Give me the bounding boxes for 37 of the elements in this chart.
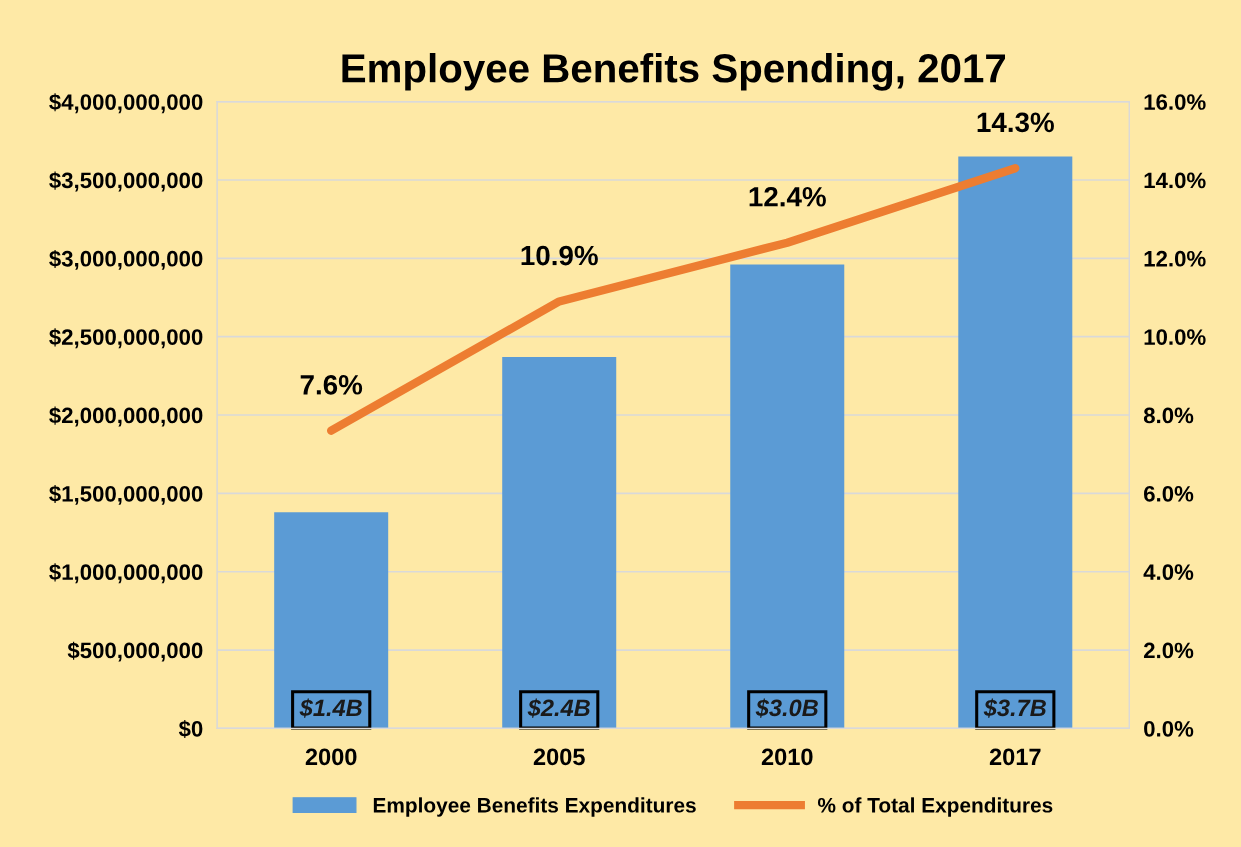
bar [730,264,845,729]
bar [274,512,389,729]
y2-tick-label: 14.0% [1144,172,1206,189]
y-tick-label: $1,000,000,000 [49,563,203,584]
y2-tick-label: 16.0% [1144,94,1206,110]
y2-tick-label: 0.0% [1144,720,1194,737]
y-tick-label: $0 [178,719,203,739]
y2-tick-label: 4.0% [1143,564,1194,580]
y2-tick-label: 6.0% [1144,485,1194,502]
legend-label: % of Total Expenditures [817,797,1053,817]
legend-label: Employee Benefits Expenditures [373,797,696,817]
y-tick-label: $1,500,000,000 [49,484,203,505]
y-tick-label: $500,000,000 [67,641,203,662]
data-label: $1.4B [299,698,362,718]
bar [502,357,617,729]
chart-title: Employee Benefits Spending, 2017 [342,53,1006,91]
data-label: 14.3% [977,112,1054,133]
y2-tick-label: 8.0% [1143,407,1194,424]
x-tick-label: 2000 [305,748,357,766]
data-label: $3.0B [755,698,818,718]
data-label: 12.4% [749,186,826,207]
x-tick-label: 2005 [533,748,585,766]
y-tick-label: $2,000,000,000 [49,406,203,427]
y-tick-label: $2,500,000,000 [49,328,203,349]
data-label: 7.6% [300,374,363,395]
x-tick-label: 2017 [989,748,1041,766]
y2-tick-label: 12.0% [1144,250,1206,267]
x-tick-label: 2010 [761,748,813,766]
y-tick-label: $3,500,000,000 [49,171,203,192]
y-tick-label: $3,000,000,000 [49,249,203,270]
data-label: 10.9% [521,245,598,266]
y2-tick-label: 2.0% [1143,642,1194,659]
y2-tick-label: 10.0% [1144,329,1206,345]
data-label: $3.7B [983,698,1046,718]
y-tick-label: $4,000,000,000 [49,93,203,114]
data-label: $2.4B [527,698,590,718]
bar [958,156,1073,729]
